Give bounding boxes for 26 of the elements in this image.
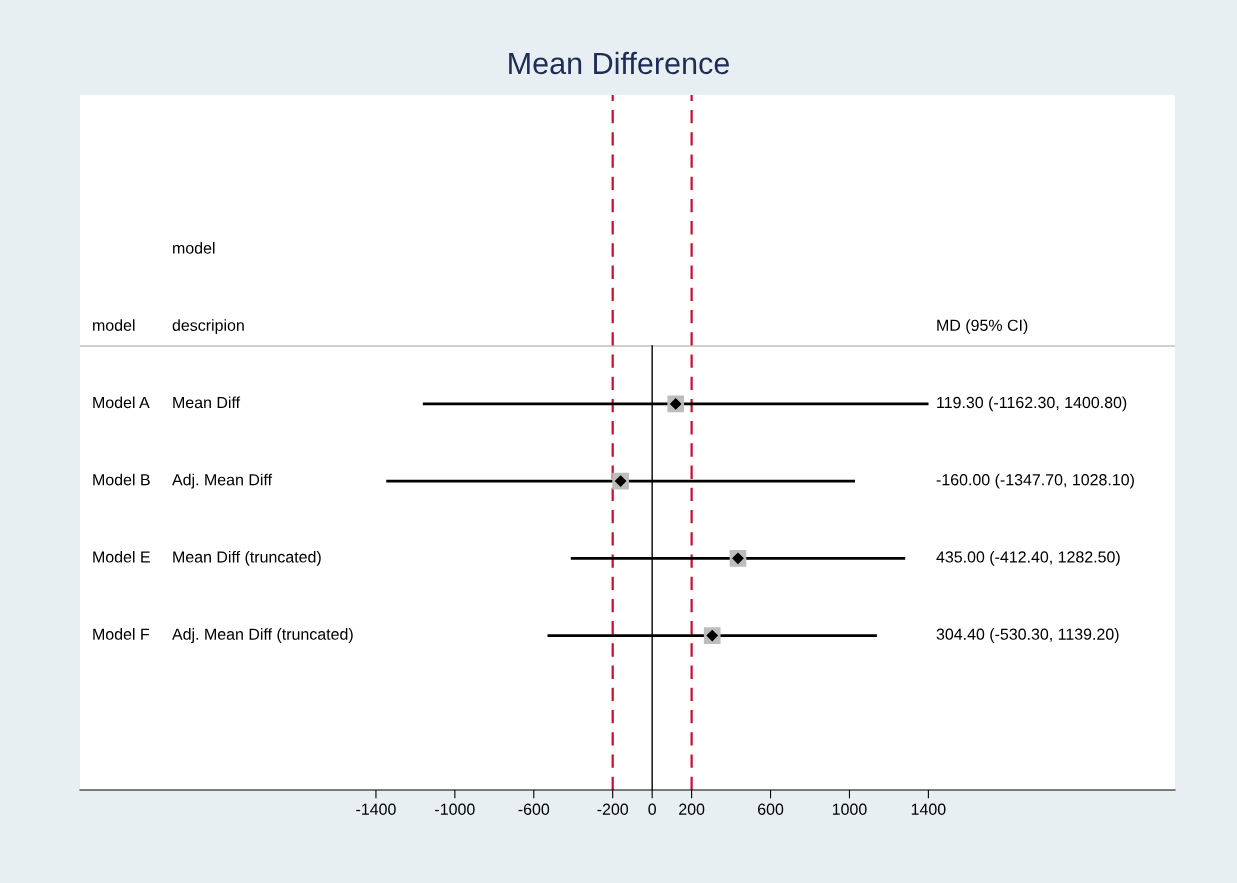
y-tick-label: Model F (93, 628, 150, 640)
y-tick-label: Model B (93, 473, 150, 486)
text: model (93, 319, 135, 331)
x-tick-label: 0 (648, 803, 656, 815)
annotation: Mean Diff (truncated) (173, 550, 321, 566)
annotation: 304.40 (-530.30, 1139.20) (936, 628, 1119, 643)
text: MD (95% CI) (937, 319, 1028, 335)
x-tick-label: 1000 (832, 803, 867, 815)
chart-title: Mean Difference (509, 51, 729, 75)
x-tick-label: 1400 (911, 803, 946, 815)
x-tick-label: -200 (597, 803, 629, 815)
annotation: Mean Diff (173, 396, 241, 409)
annotation: 119.30 (-1162.30, 1400.80) (937, 396, 1127, 412)
annotation: Adj. Mean Diff (172, 473, 273, 489)
x-tick-label: 200 (679, 803, 705, 815)
y-tick-label: Model E (93, 550, 150, 563)
x-tick-label: -1400 (356, 803, 396, 815)
annotation: Adj. Mean Diff (truncated) (172, 628, 353, 643)
y-tick-label: Model A (93, 396, 150, 409)
annotation: -160.00 (-1347.70, 1028.10) (936, 473, 1134, 489)
x-tick-label: -600 (518, 803, 550, 815)
x-tick-label: 600 (758, 803, 784, 815)
text: descripion (172, 319, 244, 335)
x-tick-label: -1000 (435, 803, 475, 815)
text: model (173, 242, 215, 254)
annotation: 435.00 (-412.40, 1282.50) (936, 550, 1120, 566)
